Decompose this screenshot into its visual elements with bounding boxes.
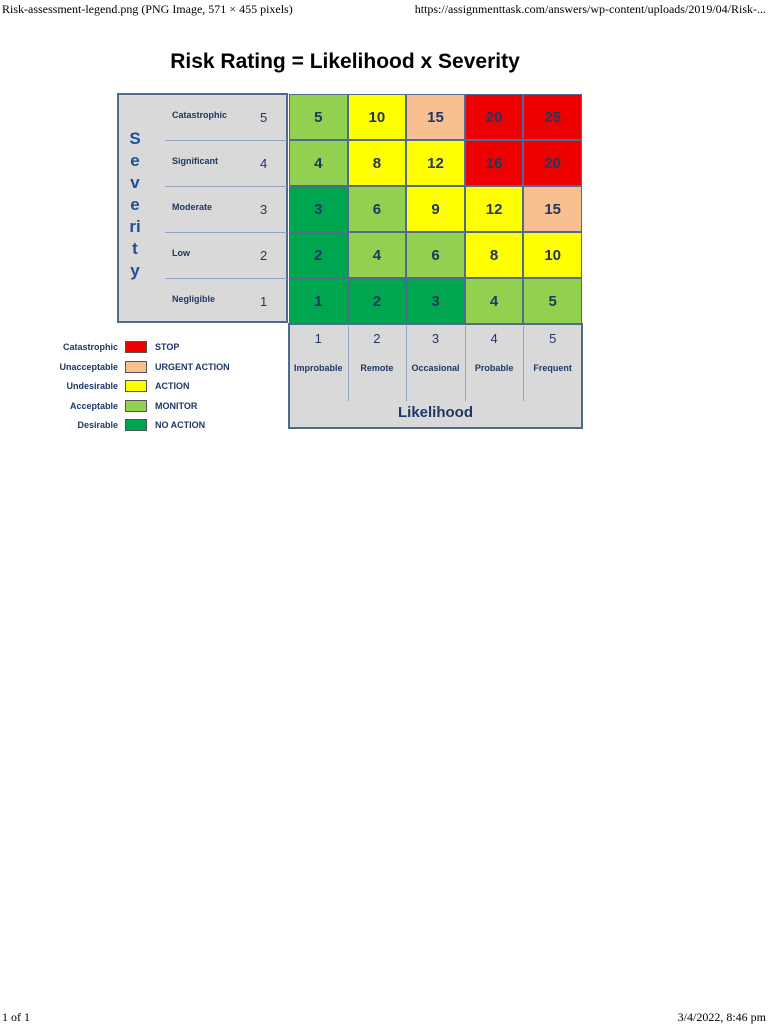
severity-name: Low (172, 248, 190, 258)
likelihood-label: Likelihood (398, 404, 473, 421)
risk-cell: 1 (289, 278, 348, 324)
likelihood-name: Improbable (294, 363, 343, 373)
severity-panel (117, 93, 288, 323)
legend-swatch (125, 341, 147, 353)
col-separator (406, 326, 408, 401)
risk-cell: 4 (347, 232, 407, 278)
legend-action: NO ACTION (155, 420, 206, 430)
risk-cell: 6 (406, 232, 465, 278)
header-title: Risk-assessment-legend.png (PNG Image, 5… (2, 2, 293, 16)
row-separator (165, 232, 287, 233)
legend-swatch (125, 360, 147, 373)
legend-rating: Undesirable (66, 381, 118, 391)
risk-cell: 9 (406, 186, 465, 232)
severity-name: Moderate (172, 202, 213, 212)
risk-cell: 8 (464, 232, 524, 278)
legend-rating: Desirable (77, 420, 118, 430)
risk-cell: 15 (523, 186, 582, 232)
risk-cell: 2 (347, 278, 407, 324)
risk-cell: 3 (406, 278, 465, 324)
legend-rating: Catastrophic (62, 342, 118, 352)
risk-cell: 12 (406, 140, 465, 186)
severity-name: Catastrophic (172, 110, 228, 120)
risk-cell: 5 (523, 278, 582, 324)
risk-cell: 3 (289, 186, 348, 232)
footer-page: 1 of 1 (2, 1010, 30, 1024)
risk-cell: 10 (523, 232, 582, 278)
severity-score: 4 (260, 156, 268, 171)
likelihood-score: 3 (431, 331, 440, 346)
severity-name: Negligible (172, 294, 216, 304)
figure-title: Risk Rating = Likelihood x Severity (170, 50, 520, 73)
header-url: https://assignmenttask.com/answers/wp-co… (414, 2, 766, 16)
risk-cell: 2 (289, 232, 348, 278)
likelihood-panel (288, 323, 583, 429)
risk-cell: 10 (347, 94, 407, 140)
legend-swatch (125, 419, 147, 431)
col-separator (464, 326, 466, 401)
severity-score: 3 (260, 202, 268, 217)
row-separator (165, 186, 287, 187)
severity-score: 2 (260, 248, 268, 263)
risk-cell: 4 (464, 278, 524, 324)
risk-cell: 20 (523, 140, 582, 186)
legend-action: ACTION (155, 381, 190, 391)
risk-cell: 20 (464, 94, 524, 140)
row-separator (165, 278, 287, 279)
likelihood-name: Remote (360, 363, 394, 373)
risk-cell: 8 (347, 140, 407, 186)
legend-action: MONITOR (155, 400, 198, 411)
risk-cell: 5 (289, 94, 348, 140)
risk-cell: 15 (406, 94, 465, 140)
likelihood-name: Probable (474, 363, 514, 373)
likelihood-score: 2 (373, 331, 381, 346)
risk-cell: 25 (523, 94, 582, 140)
risk-cell: 6 (347, 186, 407, 232)
likelihood-name: Occasional (411, 363, 460, 373)
col-separator (523, 326, 525, 401)
severity-score: 5 (260, 110, 268, 125)
col-separator (347, 326, 349, 401)
severity-label: Severity (129, 129, 141, 280)
likelihood-name: Frequent (533, 363, 572, 373)
risk-cell: 12 (464, 186, 524, 232)
legend-swatch (125, 399, 147, 412)
row-separator (165, 140, 287, 141)
legend-rating: Unacceptable (59, 361, 118, 372)
severity-score: 1 (260, 294, 268, 309)
legend-rating: Acceptable (69, 400, 118, 411)
footer-date: 3/4/2022, 8:46 pm (677, 1010, 766, 1024)
likelihood-score: 1 (314, 331, 322, 346)
legend-action: URGENT ACTION (155, 361, 230, 372)
risk-cell: 4 (289, 140, 348, 186)
legend-swatch (125, 380, 147, 392)
risk-cell: 16 (464, 140, 524, 186)
likelihood-score: 5 (549, 331, 557, 346)
legend-action: STOP (155, 342, 180, 352)
severity-name: Significant (172, 156, 219, 166)
likelihood-score: 4 (490, 331, 498, 346)
